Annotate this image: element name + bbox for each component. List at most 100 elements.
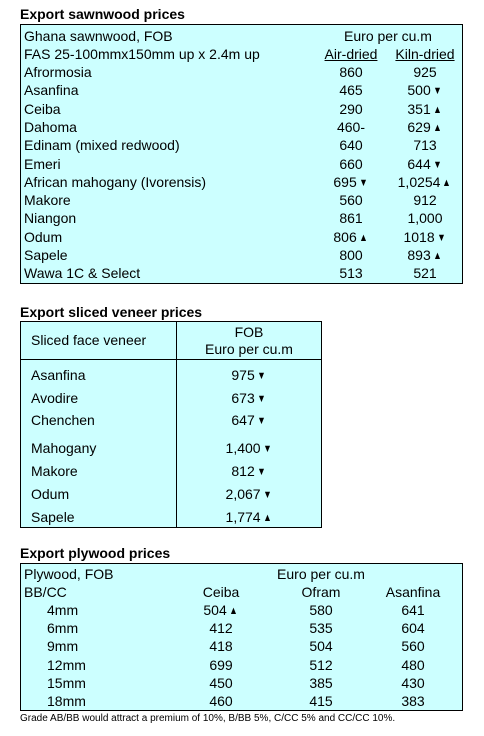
- sawnwood-air-dried-price: 806 ▲: [333, 228, 368, 245]
- sawnwood-kiln-dried-price: 629 ▲: [407, 118, 442, 135]
- plywood-thickness: 6mm: [47, 620, 79, 637]
- sawnwood-air-dried-price: 513: [339, 265, 363, 282]
- plywood-asanfina-price: 604: [401, 620, 425, 637]
- plywood-col-asanfina: Asanfina: [385, 584, 441, 600]
- arrow-down-icon: ▼: [256, 415, 266, 427]
- sawnwood-header-left-2: FAS 25-100mmx150mm up x 2.4m up: [24, 46, 260, 62]
- plywood-ofram-price: 504: [309, 638, 333, 655]
- plywood-grade-note: Grade AB/BB would attract a premium of 1…: [20, 713, 396, 724]
- plywood-ceiba-price: 412: [209, 620, 233, 637]
- sawnwood-col-air: Air-dried: [324, 46, 378, 62]
- veneer-header-right-2: Euro per cu.m: [205, 341, 293, 357]
- sawnwood-species: Asanfina: [24, 82, 79, 99]
- veneer-price: 673 ▼: [231, 390, 266, 406]
- plywood-thickness: 12mm: [47, 656, 86, 673]
- veneer-species: Chenchen: [31, 412, 95, 428]
- veneer-title: Export sliced veneer prices: [20, 304, 203, 320]
- plywood-ofram-price: 385: [309, 674, 333, 691]
- sawnwood-header-unit: Euro per cu.m: [344, 28, 432, 44]
- plywood-asanfina-price: 430: [401, 674, 425, 691]
- veneer-species: Avodire: [31, 390, 79, 406]
- sawnwood-species: Edinam (mixed redwood): [24, 137, 180, 154]
- plywood-header-unit: Euro per cu.m: [277, 566, 365, 582]
- plywood-ofram-price: 535: [309, 620, 333, 637]
- veneer-header-left: Sliced face veneer: [31, 332, 147, 348]
- sawnwood-species: Wawa 1C & Select: [24, 265, 141, 282]
- arrow-up-icon: ▲: [262, 512, 272, 524]
- veneer-price: 975 ▼: [231, 367, 266, 383]
- plywood-ceiba-price: 504 ▲: [203, 602, 238, 618]
- arrow-down-icon: ▼: [358, 176, 368, 189]
- veneer-price: 1,774 ▲: [225, 509, 272, 525]
- veneer-species: Asanfina: [31, 367, 86, 383]
- arrow-up-icon: ▲: [432, 250, 442, 262]
- sawnwood-air-dried-price: 695 ▼: [333, 173, 368, 190]
- arrow-up-icon: ▲: [432, 121, 442, 134]
- plywood-header-left-1: Plywood, FOB: [24, 566, 114, 582]
- sawnwood-species: Ceiba: [24, 100, 61, 117]
- plywood-thickness: 18mm: [47, 693, 86, 709]
- sawnwood-kiln-dried-price: 351 ▲: [407, 100, 442, 117]
- arrow-down-icon: ▼: [256, 466, 266, 478]
- veneer-price: 1,400 ▼: [225, 440, 272, 456]
- sawnwood-air-dried-price: 290: [339, 100, 363, 117]
- veneer-species: Odum: [31, 486, 70, 502]
- veneer-species: Mahogany: [31, 440, 97, 456]
- sawnwood-title: Export sawnwood prices: [20, 6, 185, 22]
- arrow-down-icon: ▼: [432, 158, 442, 171]
- plywood-header-left-2: BB/CC: [24, 584, 67, 600]
- plywood-table: Plywood, FOB Euro per cu.m BB/CC Ceiba O…: [20, 563, 463, 711]
- arrow-down-icon: ▼: [256, 393, 266, 405]
- sawnwood-species: Niangon: [24, 210, 77, 227]
- plywood-thickness: 15mm: [47, 674, 86, 691]
- veneer-price: 812 ▼: [231, 463, 266, 479]
- veneer-price: 647 ▼: [231, 412, 266, 428]
- veneer-species: Sapele: [31, 509, 75, 525]
- sawnwood-species: Emeri: [24, 155, 61, 172]
- sawnwood-air-dried-price: 861: [339, 210, 363, 227]
- sawnwood-header-left-1: Ghana sawnwood, FOB: [24, 28, 173, 44]
- sawnwood-air-dried-price: 640: [339, 137, 363, 154]
- arrow-down-icon: ▼: [262, 443, 272, 455]
- plywood-asanfina-price: 480: [401, 656, 425, 673]
- plywood-title: Export plywood prices: [20, 545, 171, 561]
- sawnwood-species: Sapele: [24, 247, 68, 263]
- sawnwood-kiln-dried-price: 500 ▼: [407, 82, 442, 99]
- sawnwood-kiln-dried-price: 925: [413, 64, 437, 80]
- plywood-asanfina-price: 560: [401, 638, 425, 655]
- sawnwood-species: Makore: [24, 192, 71, 209]
- arrow-up-icon: ▲: [442, 176, 452, 189]
- sawnwood-air-dried-price: 465: [339, 82, 363, 99]
- sawnwood-kiln-dried-price: 713: [413, 137, 437, 154]
- arrow-up-icon: ▲: [228, 605, 238, 617]
- sawnwood-air-dried-price: 800: [339, 247, 363, 263]
- sawnwood-kiln-dried-price: 1018 ▼: [403, 228, 446, 245]
- plywood-thickness: 4mm: [47, 602, 79, 618]
- sawnwood-species: Odum: [24, 228, 63, 245]
- sawnwood-kiln-dried-price: 1,000: [407, 210, 443, 227]
- arrow-down-icon: ▼: [256, 370, 266, 382]
- sawnwood-kiln-dried-price: 893 ▲: [407, 247, 442, 263]
- plywood-asanfina-price: 641: [401, 602, 425, 618]
- plywood-ofram-price: 415: [309, 693, 333, 709]
- sawnwood-kiln-dried-price: 644 ▼: [407, 155, 442, 172]
- sawnwood-air-dried-price: 860: [339, 64, 363, 80]
- sawnwood-col-kiln: Kiln-dried: [395, 46, 455, 62]
- veneer-price: 2,067 ▼: [225, 486, 272, 502]
- sawnwood-species: African mahogany (Ivorensis): [24, 173, 207, 190]
- sawnwood-kiln-dried-price: 521: [413, 265, 437, 282]
- plywood-col-ofram: Ofram: [301, 584, 341, 600]
- arrow-up-icon: ▲: [358, 231, 368, 244]
- sawnwood-table: Ghana sawnwood, FOB Euro per cu.m FAS 25…: [20, 24, 463, 284]
- arrow-down-icon: ▼: [432, 85, 442, 98]
- plywood-ofram-price: 580: [309, 602, 333, 618]
- sawnwood-air-dried-price: 660: [339, 155, 363, 172]
- plywood-ofram-price: 512: [309, 656, 333, 673]
- veneer-table: Sliced face veneer FOB Euro per cu.m Asa…: [20, 321, 322, 528]
- veneer-header-right-1: FOB: [234, 324, 264, 340]
- plywood-asanfina-price: 383: [401, 693, 425, 709]
- plywood-ceiba-price: 450: [209, 674, 233, 691]
- plywood-ceiba-price: 699: [209, 656, 233, 673]
- sawnwood-kiln-dried-price: 1,0254 ▲: [397, 173, 452, 190]
- sawnwood-kiln-dried-price: 912: [413, 192, 437, 209]
